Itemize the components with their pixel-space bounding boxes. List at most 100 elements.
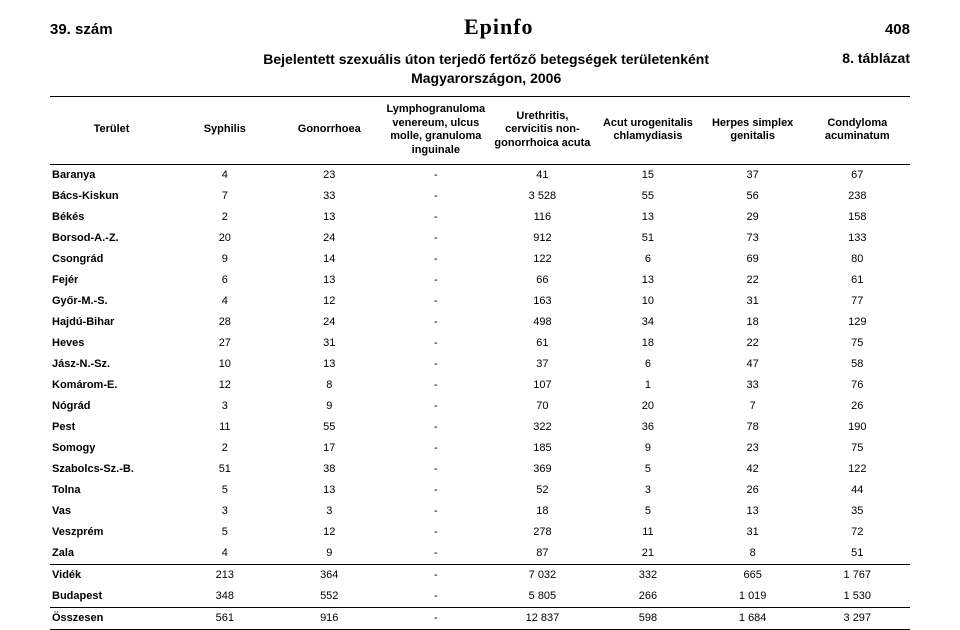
value-cell: 29 — [701, 207, 805, 228]
value-cell: 13 — [701, 501, 805, 522]
value-cell: 67 — [805, 164, 910, 186]
region-cell: Hajdú-Bihar — [50, 312, 173, 333]
table-row: Heves2731-61182275 — [50, 333, 910, 354]
table-row: Győr-M.-S.412-163103177 — [50, 291, 910, 312]
value-cell: 3 — [173, 501, 277, 522]
value-cell: 12 — [277, 291, 382, 312]
table-row: Hajdú-Bihar2824-4983418129 — [50, 312, 910, 333]
value-cell: 18 — [490, 501, 595, 522]
value-cell: 598 — [595, 607, 701, 629]
value-cell: 18 — [701, 312, 805, 333]
value-cell: 322 — [490, 417, 595, 438]
value-cell: 364 — [277, 564, 382, 586]
value-cell: - — [382, 459, 490, 480]
value-cell: 6 — [173, 270, 277, 291]
table-row: Összesen561916-12 8375981 6843 297 — [50, 607, 910, 629]
value-cell: 41 — [490, 164, 595, 186]
value-cell: 116 — [490, 207, 595, 228]
value-cell: 5 — [595, 459, 701, 480]
value-cell: - — [382, 249, 490, 270]
value-cell: 266 — [595, 586, 701, 608]
value-cell: - — [382, 270, 490, 291]
region-cell: Nógrád — [50, 396, 173, 417]
value-cell: 17 — [277, 438, 382, 459]
col-lymphogranuloma: Lymphogranuloma venereum, ulcus molle, g… — [382, 96, 490, 164]
title-text: Bejelentett szexuális úton terjedő fertő… — [50, 50, 842, 88]
table-row: Békés213-1161329158 — [50, 207, 910, 228]
value-cell: - — [382, 291, 490, 312]
value-cell: 44 — [805, 480, 910, 501]
value-cell: 369 — [490, 459, 595, 480]
region-cell: Csongrád — [50, 249, 173, 270]
value-cell: - — [382, 501, 490, 522]
region-cell: Heves — [50, 333, 173, 354]
value-cell: 163 — [490, 291, 595, 312]
value-cell: 26 — [805, 396, 910, 417]
value-cell: 52 — [490, 480, 595, 501]
region-cell: Jász-N.-Sz. — [50, 354, 173, 375]
value-cell: 33 — [277, 186, 382, 207]
value-cell: 133 — [805, 228, 910, 249]
value-cell: 2 — [173, 438, 277, 459]
value-cell: 6 — [595, 354, 701, 375]
table-row: Fejér613-66132261 — [50, 270, 910, 291]
value-cell: 51 — [173, 459, 277, 480]
value-cell: 1 684 — [701, 607, 805, 629]
col-herpes: Herpes simplex genitalis — [701, 96, 805, 164]
value-cell: 24 — [277, 312, 382, 333]
value-cell: 12 — [277, 522, 382, 543]
value-cell: 15 — [595, 164, 701, 186]
value-cell: 12 — [173, 375, 277, 396]
value-cell: 42 — [701, 459, 805, 480]
value-cell: 9 — [595, 438, 701, 459]
value-cell: 61 — [805, 270, 910, 291]
region-cell: Budapest — [50, 586, 173, 608]
value-cell: 8 — [701, 543, 805, 565]
value-cell: 13 — [277, 480, 382, 501]
value-cell: 61 — [490, 333, 595, 354]
table-number: 8. táblázat — [842, 50, 910, 66]
value-cell: 332 — [595, 564, 701, 586]
region-cell: Békés — [50, 207, 173, 228]
value-cell: 8 — [277, 375, 382, 396]
value-cell: 7 032 — [490, 564, 595, 586]
region-cell: Vas — [50, 501, 173, 522]
value-cell: 552 — [277, 586, 382, 608]
data-table: Terület Syphilis Gonorrhoea Lymphogranul… — [50, 96, 910, 630]
page: 39. szám Epinfo 408 Bejelentett szexuáli… — [0, 0, 960, 627]
value-cell: 75 — [805, 333, 910, 354]
issue-number: 39. szám — [50, 21, 113, 38]
value-cell: 76 — [805, 375, 910, 396]
value-cell: 2 — [173, 207, 277, 228]
value-cell: 28 — [173, 312, 277, 333]
header-row: 39. szám Epinfo 408 — [50, 14, 910, 40]
value-cell: 12 837 — [490, 607, 595, 629]
region-cell: Fejér — [50, 270, 173, 291]
region-cell: Tolna — [50, 480, 173, 501]
table-row: Baranya423-41153767 — [50, 164, 910, 186]
value-cell: 185 — [490, 438, 595, 459]
value-cell: 4 — [173, 291, 277, 312]
value-cell: - — [382, 586, 490, 608]
value-cell: 1 019 — [701, 586, 805, 608]
col-syphilis: Syphilis — [173, 96, 277, 164]
value-cell: 14 — [277, 249, 382, 270]
value-cell: 27 — [173, 333, 277, 354]
value-cell: 122 — [490, 249, 595, 270]
value-cell: 9 — [277, 396, 382, 417]
value-cell: 122 — [805, 459, 910, 480]
value-cell: 9 — [277, 543, 382, 565]
value-cell: 34 — [595, 312, 701, 333]
value-cell: 916 — [277, 607, 382, 629]
value-cell: 3 528 — [490, 186, 595, 207]
value-cell: 3 — [595, 480, 701, 501]
value-cell: - — [382, 164, 490, 186]
value-cell: 51 — [805, 543, 910, 565]
region-cell: Zala — [50, 543, 173, 565]
value-cell: 10 — [173, 354, 277, 375]
value-cell: 80 — [805, 249, 910, 270]
value-cell: - — [382, 396, 490, 417]
title-line1: Bejelentett szexuális úton terjedő fertő… — [263, 51, 709, 67]
value-cell: 51 — [595, 228, 701, 249]
table-row: Nógrád39-7020726 — [50, 396, 910, 417]
